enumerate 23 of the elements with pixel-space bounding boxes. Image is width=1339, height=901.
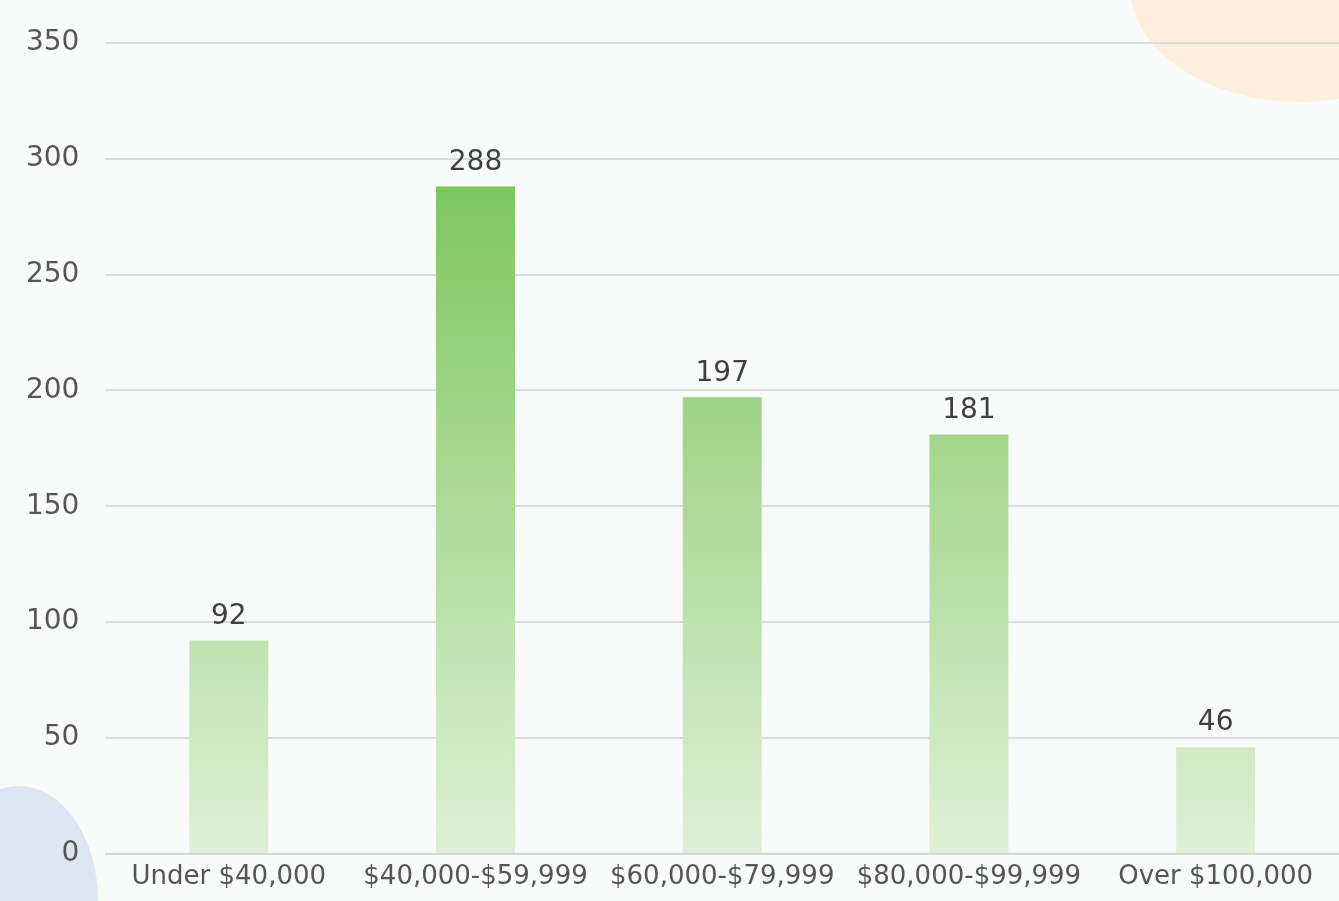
data-label: 197: [695, 354, 749, 388]
data-label: 288: [448, 143, 503, 177]
data-label: 92: [210, 597, 247, 631]
y-tick-label: 150: [25, 487, 80, 521]
x-tick-label: $80,000-$99,999: [856, 860, 1082, 891]
x-tick-label: $60,000-$79,999: [610, 860, 835, 891]
y-tick-label: 0: [61, 835, 80, 869]
y-tick-label: 350: [25, 24, 80, 58]
y-tick-label: 50: [43, 719, 80, 753]
data-label: 46: [1197, 704, 1234, 738]
bar: [436, 186, 515, 853]
y-tick-label: 200: [25, 371, 80, 405]
bar: [189, 640, 269, 853]
x-tick-label: $40,000-$59,999: [363, 860, 588, 891]
data-label: 181: [942, 391, 996, 425]
x-tick-label: Under $40,000: [131, 860, 327, 891]
y-tick-label: 250: [25, 255, 80, 289]
y-tick-label: 300: [25, 139, 80, 173]
y-tick-label: 100: [25, 603, 80, 637]
bar: [1176, 747, 1256, 853]
x-tick-label: Over $100,000: [1118, 860, 1314, 891]
bar: [682, 397, 762, 853]
bar: [929, 434, 1009, 853]
